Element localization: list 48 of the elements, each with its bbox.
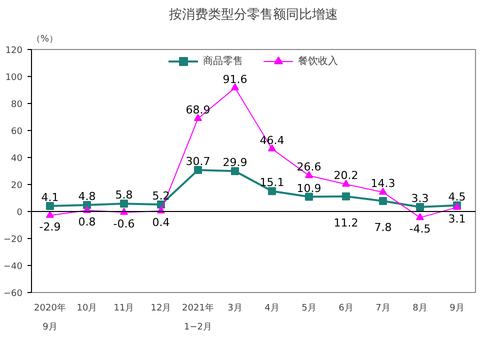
data-label: 68.9 [186, 103, 210, 116]
category-label: 2021年 1−2月 [182, 304, 214, 332]
y-tick-label: 40 [11, 154, 23, 164]
data-label: -0.6 [113, 217, 135, 230]
x-tick-label: 10月 [76, 304, 98, 314]
x-tick-label: 11月 [114, 304, 134, 314]
x-tick-label: 7月 [376, 304, 390, 314]
data-label: -4.5 [409, 222, 431, 236]
data-label: 4.5 [448, 190, 466, 204]
data-label: 14.3 [370, 177, 396, 190]
x-tick-label: 4月 [264, 304, 280, 314]
data-label: 10.9 [296, 182, 322, 195]
legend-label: 餐饮收入 [298, 54, 338, 68]
data-label: 0.8 [78, 215, 96, 228]
y-tick-label: 0 [16, 208, 23, 218]
data-label: 15.1 [260, 176, 284, 190]
category-label: 2020年 9月 [34, 304, 66, 332]
data-label: 30.7 [186, 155, 210, 168]
data-label: 20.2 [334, 169, 358, 182]
chart-title: 按消费类型分零售额同比增速 [169, 8, 338, 22]
y-tick-label: 20 [11, 181, 23, 191]
data-label: 0.4 [152, 216, 170, 229]
x-tick-label: 8月 [412, 304, 428, 314]
y-tick-label: 80 [11, 100, 23, 110]
data-label: -2.9 [39, 220, 61, 234]
x-tick-label: 6月 [338, 304, 354, 314]
y-tick-label: 100 [5, 73, 23, 83]
data-label: 26.6 [296, 160, 322, 174]
data-label: 5.8 [115, 188, 133, 202]
data-label: 91.6 [222, 72, 248, 86]
x-tick-label: 12月 [150, 304, 172, 314]
y-tick-label: 60 [11, 127, 23, 137]
y-axis-title: （%） [32, 34, 58, 44]
y-tick-label: 120 [5, 46, 23, 56]
legend-label: 商品零售 [203, 54, 243, 68]
data-label: 29.9 [222, 156, 248, 170]
data-label: 3.1 [448, 212, 466, 226]
data-label: 4.1 [41, 190, 59, 204]
data-label: 4.8 [78, 190, 96, 204]
x-tick-label: 3月 [228, 304, 242, 314]
data-label: 7.8 [374, 220, 392, 234]
x-tick-label: 9月 [450, 304, 464, 314]
y-tick-label: −20 [4, 235, 23, 245]
data-label: 3.3 [411, 192, 429, 206]
y-tick-label: −40 [4, 262, 23, 272]
y-tick-label: −60 [4, 289, 23, 299]
data-label: 11.2 [334, 216, 358, 230]
x-tick-label: 5月 [302, 304, 316, 314]
